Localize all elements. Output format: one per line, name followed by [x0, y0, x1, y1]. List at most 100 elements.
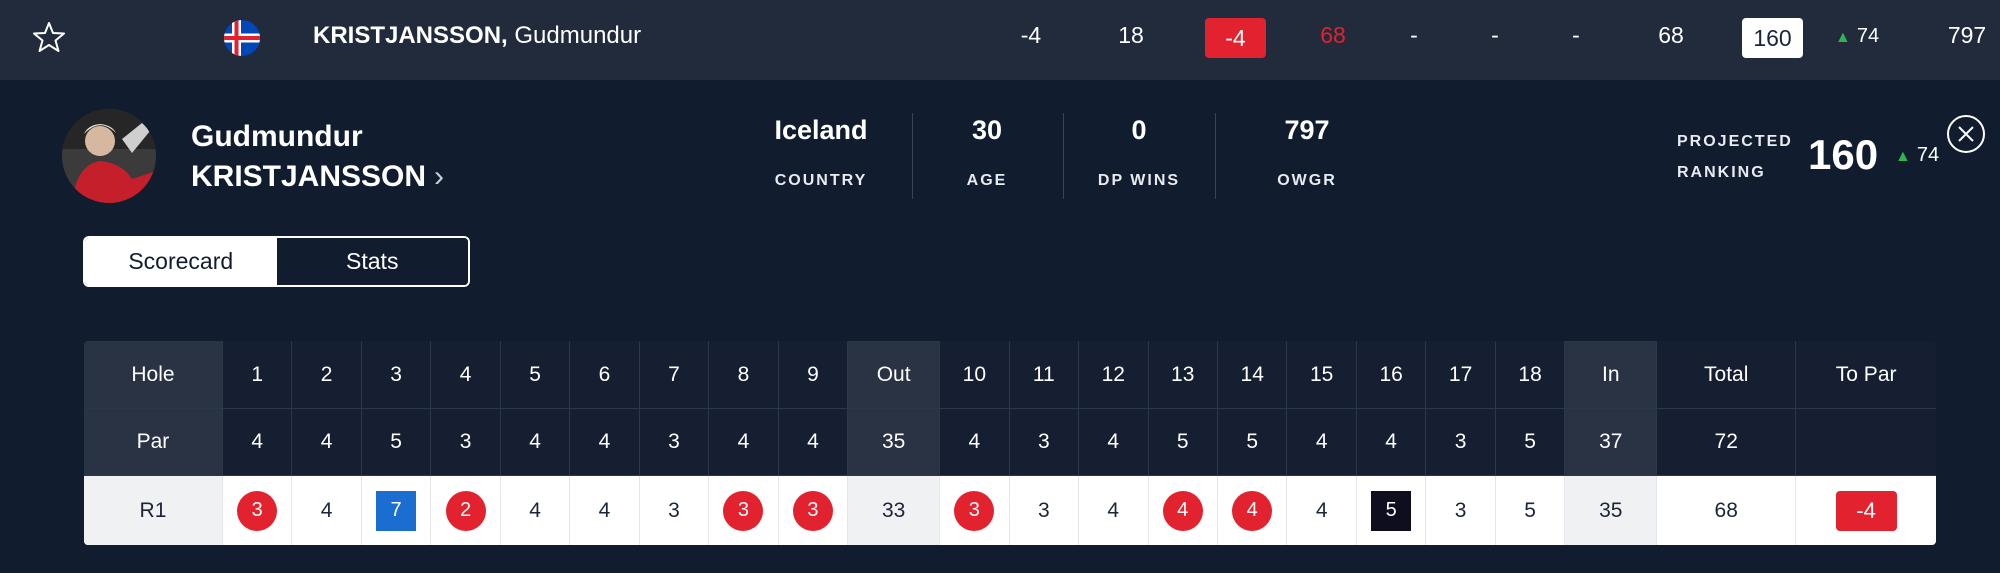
scorecard-score-cell: -4: [1796, 476, 1936, 545]
owgr-value: 797: [1947, 22, 1987, 48]
scorecard-header-cell: 1: [222, 341, 293, 409]
stat-country-value: Iceland: [774, 115, 868, 145]
scorecard-par-cell: Par: [84, 409, 223, 476]
projected-move-value: 74: [1916, 144, 1940, 166]
scorecard-score-cell: 5: [1357, 476, 1427, 545]
player-avatar: [62, 109, 156, 203]
arrow-up-icon: ▲: [1835, 29, 1851, 46]
stat-owgr: 797 OWGR: [1232, 115, 1382, 190]
stat-age: 30 AGE: [912, 115, 1062, 190]
profile-first-name: Gudmundur: [191, 120, 363, 153]
scorecard-round-row[interactable]: R1 3 4 7 2 4 4 3 3 3 33 3 3 4 4 4 4 5 3 5 35 68 -4: [84, 476, 1936, 545]
scorecard-par-cell: 5: [1495, 409, 1566, 476]
scorecard-header-cell: 5: [500, 341, 571, 409]
scorecard-par-cell: 72: [1657, 409, 1797, 476]
scorecard-par-cell: 4: [222, 409, 293, 476]
scorecard-header-cell: 15: [1287, 341, 1357, 409]
arrow-up-icon: ▲: [1895, 148, 1911, 165]
score-marker-birdie: 3: [792, 490, 833, 531]
scorecard-par-cell: 4: [292, 409, 362, 476]
scorecard-header-cell: Out: [848, 341, 941, 409]
round-2-score: -: [1410, 22, 1418, 48]
scorecard-score-cell: 3: [709, 476, 779, 545]
scorecard-score-cell: 3: [640, 476, 710, 545]
scorecard-header-cell: 14: [1217, 341, 1288, 409]
scorecard-header-cell: Hole: [84, 341, 223, 409]
scorecard-score-cell: 4: [570, 476, 640, 545]
scorecard-par-cell: 3: [1426, 409, 1496, 476]
scorecard-header-cell: 2: [292, 341, 362, 409]
stat-divider: [1215, 113, 1216, 199]
player-last-name: KRISTJANSSON,: [313, 22, 508, 49]
to-par-value: -4: [1020, 22, 1042, 48]
ranking-move-value: 74: [1856, 25, 1880, 47]
scorecard-score-cell: 3: [1426, 476, 1496, 545]
scorecard-par-cell: 4: [570, 409, 640, 476]
profile-last-name: KRISTJANSSON: [191, 160, 427, 193]
scorecard-par-cell: 4: [940, 409, 1010, 476]
stat-dp-wins-label: DP WINS: [1097, 172, 1181, 189]
scorecard-score-cell: 2: [431, 476, 501, 545]
score-marker-topar: -4: [1835, 490, 1897, 531]
scorecard-header-cell: In: [1565, 341, 1658, 409]
scorecard-score-cell: 3: [779, 476, 849, 545]
scorecard-par-cell: 4: [1079, 409, 1149, 476]
scorecard-score-cell: 35: [1565, 476, 1658, 545]
scorecard-header-cell: 13: [1148, 341, 1218, 409]
scorecard-par-cell: 3: [431, 409, 501, 476]
player-profile-name[interactable]: Gudmundur KRISTJANSSON ›: [191, 117, 444, 197]
scorecard-header-cell: 18: [1495, 341, 1566, 409]
scorecard-score-cell: 4: [292, 476, 362, 545]
close-icon: [1958, 126, 1974, 142]
score-marker-birdie: 3: [237, 490, 278, 531]
scorecard-par-cell: 4: [500, 409, 571, 476]
score-marker-birdie: 3: [954, 490, 995, 531]
stat-age-value: 30: [971, 115, 1003, 145]
close-button[interactable]: [1947, 115, 1985, 153]
view-tabs: Scorecard Stats: [83, 236, 470, 287]
score-marker-birdie: 3: [723, 490, 764, 531]
scorecard-par-cell: 4: [1356, 409, 1427, 476]
chevron-right-icon[interactable]: ›: [434, 160, 445, 193]
scorecard-par-cell: 3: [639, 409, 710, 476]
favorite-star-icon[interactable]: [32, 20, 66, 54]
scorecard-header-cell: 7: [639, 341, 710, 409]
scorecard-header-cell: 3: [361, 341, 432, 409]
stat-owgr-label: OWGR: [1277, 172, 1337, 189]
scorecard-header-cell: 6: [570, 341, 640, 409]
scorecard-score-cell: 4: [1079, 476, 1149, 545]
scorecard-header-cell: 11: [1009, 341, 1080, 409]
projected-ranking-move: ▲ 74: [1895, 144, 1939, 167]
projected-ranking-label: PROJECTED RANKING: [1677, 126, 1793, 188]
scorecard-score-cell: 33: [848, 476, 941, 545]
stat-age-label: AGE: [966, 172, 1008, 189]
player-name[interactable]: KRISTJANSSON, Gudmundur: [313, 22, 641, 50]
scorecard-par-cell: 35: [848, 409, 941, 476]
total-score: 68: [1658, 22, 1684, 48]
scorecard-par-cell: 3: [1009, 409, 1080, 476]
iceland-flag-icon: [224, 20, 260, 56]
scorecard-score-cell: R1: [84, 476, 223, 545]
scorecard-score-cell: 4: [1149, 476, 1218, 545]
scorecard-table: Hole 1 2 3 4 5 6 7 8 9 Out 10 11 12 13 14 15 16 17 18 In Tota…: [84, 341, 1936, 545]
today-score-badge: -4: [1205, 18, 1266, 58]
stat-dp-wins: 0 DP WINS: [1064, 115, 1214, 190]
scorecard-score-cell: 4: [1287, 476, 1357, 545]
scorecard-header-cell: 8: [709, 341, 779, 409]
scorecard-header-row: Hole 1 2 3 4 5 6 7 8 9 Out 10 11 12 13 14 15 16 17 18 In Tota…: [84, 341, 1936, 409]
scorecard-score-cell: 3: [940, 476, 1010, 545]
scorecard-par-cell: 37: [1565, 409, 1658, 476]
scorecard-score-cell: 5: [1496, 476, 1566, 545]
projected-ranking-badge: 160: [1742, 18, 1803, 58]
tab-stats[interactable]: Stats: [276, 238, 468, 285]
leaderboard-row[interactable]: KRISTJANSSON, Gudmundur -4 18 -4 68 - - …: [0, 0, 2000, 80]
scorecard-par-cell: 4: [778, 409, 849, 476]
scorecard-score-cell: 3: [1010, 476, 1080, 545]
scorecard-header-cell: 9: [778, 341, 849, 409]
scorecard-par-cell: 5: [1148, 409, 1218, 476]
projected-ranking-value: 160: [1808, 131, 1879, 178]
ranking-move: ▲ 74: [1835, 25, 1879, 48]
projected-label-line-1: PROJECTED: [1677, 133, 1793, 150]
tab-scorecard[interactable]: Scorecard: [85, 238, 277, 285]
scorecard-header-cell: Total: [1657, 341, 1797, 409]
